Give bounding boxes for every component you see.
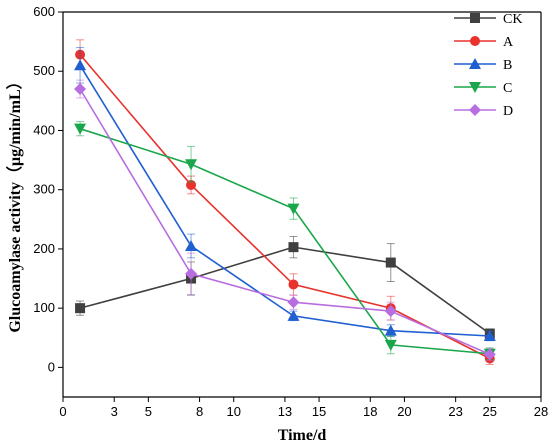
data-point (185, 159, 198, 171)
data-point (185, 239, 198, 251)
x-axis-title: Time/d (278, 427, 327, 444)
data-point (287, 203, 300, 215)
data-point (288, 242, 299, 253)
data-point (74, 123, 87, 135)
data-point (75, 303, 86, 314)
x-tick-label: 23 (448, 404, 462, 419)
series-CK (75, 235, 495, 339)
y-axis-title: Glucoamylase activity（μg/min/mL） (6, 73, 24, 332)
legend-label: C (503, 81, 512, 96)
legend-label: B (503, 58, 512, 73)
data-point (483, 329, 496, 341)
data-point (385, 257, 396, 268)
x-tick-label: 5 (145, 404, 152, 419)
legend-marker (469, 104, 481, 116)
series-layer (74, 39, 496, 365)
legend-marker (470, 36, 480, 46)
x-tick-label: 20 (397, 404, 411, 419)
data-point (483, 348, 496, 361)
legend-marker (469, 82, 481, 93)
y-tick-label: 100 (33, 300, 55, 315)
series-line (79, 54, 491, 360)
data-point (287, 296, 300, 309)
data-point (384, 339, 397, 351)
data-point (384, 324, 397, 336)
legend-item-C: C (454, 81, 512, 96)
y-tick-label: 400 (33, 122, 55, 137)
legend-item-D: D (454, 104, 513, 119)
y-tick-label: 500 (33, 63, 55, 78)
series-line (79, 127, 490, 355)
x-tick-label: 25 (483, 404, 497, 419)
series-B (74, 47, 496, 342)
y-tick-label: 300 (33, 182, 55, 197)
x-tick-label: 8 (196, 404, 203, 419)
x-tick-label: 0 (59, 404, 66, 419)
series-line (79, 246, 491, 335)
legend-item-CK: CK (454, 12, 522, 27)
data-point (185, 267, 198, 280)
x-tick-label: 3 (111, 404, 118, 419)
data-point (288, 279, 299, 290)
x-tick-label: 10 (226, 404, 240, 419)
legend-label: D (503, 104, 513, 119)
x-tick-label: 13 (278, 404, 292, 419)
legend-label: A (503, 35, 514, 50)
legend-marker (469, 58, 481, 69)
legend-marker (470, 13, 480, 23)
y-tick-label: 200 (33, 241, 55, 256)
axes (62, 11, 542, 398)
series-D (74, 79, 496, 361)
data-point (287, 309, 300, 321)
x-tick-label: 28 (534, 404, 548, 419)
series-A (75, 39, 495, 365)
series-line (79, 64, 490, 337)
ticks: 0 3 5 8 10 13 15 18 20 23 25 28 0 100 200 300 400 500 600 (33, 4, 548, 419)
y-tick-label: 0 (48, 359, 55, 374)
y-tick-label: 600 (33, 4, 55, 19)
series-line (79, 88, 491, 356)
legend-item-B: B (454, 58, 512, 73)
x-tick-label: 18 (363, 404, 377, 419)
x-tick-label: 15 (312, 404, 326, 419)
data-point (74, 83, 87, 95)
data-point (74, 59, 87, 71)
data-point (384, 305, 397, 318)
legend-label: CK (503, 12, 522, 27)
legend-item-A: A (454, 35, 514, 50)
